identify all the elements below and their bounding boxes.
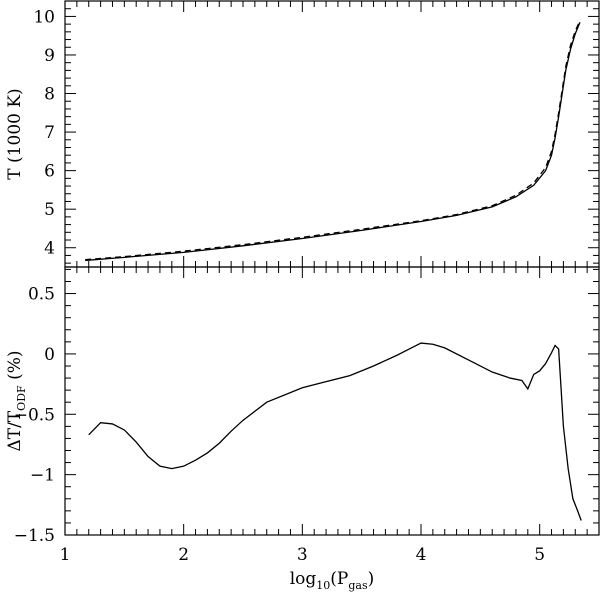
y-tick-label: 4 (44, 239, 55, 259)
top-y-axis-label: T (1000 K) (5, 88, 25, 179)
x-tick-label: 2 (178, 545, 189, 565)
bottom-series-line-1 (88, 342, 582, 521)
x-tick-label: 5 (534, 545, 545, 565)
y-tick-label: −1.5 (14, 526, 55, 546)
x-tick-label: 4 (416, 545, 427, 565)
x-tick-label: 3 (297, 545, 308, 565)
top-y-tick-labels: 4 5 6 7 8 9 10 (33, 7, 55, 258)
y-tick-label: 0.5 (28, 285, 55, 305)
bottom-tick-labels: 0.5 0 −0.5 −1 −1.51 2 3 4 5 (14, 285, 545, 565)
top-plot-frame (64, 0, 600, 268)
y-tick-label: 5 (44, 200, 55, 220)
bottom-y-axis-label: ΔT/TODF (%) (5, 351, 28, 452)
y-tick-label: 6 (44, 162, 55, 182)
top-series-line-1 (85, 21, 581, 262)
y-tick-label: 7 (44, 123, 55, 143)
top-ticks (64, 0, 600, 267)
y-tick-label: −0.5 (14, 405, 55, 425)
bottom-plot-frame (64, 266, 600, 536)
top-series-line-2 (85, 20, 581, 261)
y-tick-label: 9 (44, 46, 55, 66)
y-tick-label: −1 (30, 466, 55, 486)
bottom-series-group (88, 342, 582, 521)
x-tick-label: 1 (60, 545, 71, 565)
top-panel: 4 5 6 7 8 9 10 T (1000 K) (5, 0, 600, 268)
y-tick-label: 10 (33, 7, 55, 27)
y-tick-label: 8 (44, 85, 55, 105)
bottom-ticks (64, 267, 600, 536)
bottom-panel: 0.5 0 −0.5 −1 −1.51 2 3 4 5 ΔT/TODF (%) log10(Pg… (5, 266, 600, 592)
top-series-group (85, 20, 581, 262)
y-tick-label: 0 (44, 345, 55, 365)
x-axis-label: log10(Pgas) (290, 569, 375, 592)
